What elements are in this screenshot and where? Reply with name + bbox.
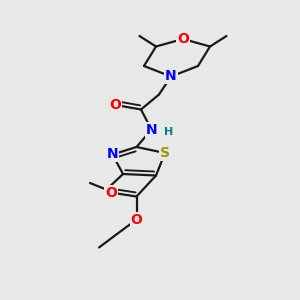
Text: H: H [164, 127, 173, 137]
Text: O: O [110, 98, 122, 112]
Text: N: N [146, 123, 157, 136]
Text: O: O [130, 213, 142, 226]
Text: S: S [160, 146, 170, 160]
Text: N: N [107, 148, 118, 161]
Text: N: N [165, 70, 177, 83]
Text: O: O [177, 32, 189, 46]
Text: O: O [105, 186, 117, 200]
